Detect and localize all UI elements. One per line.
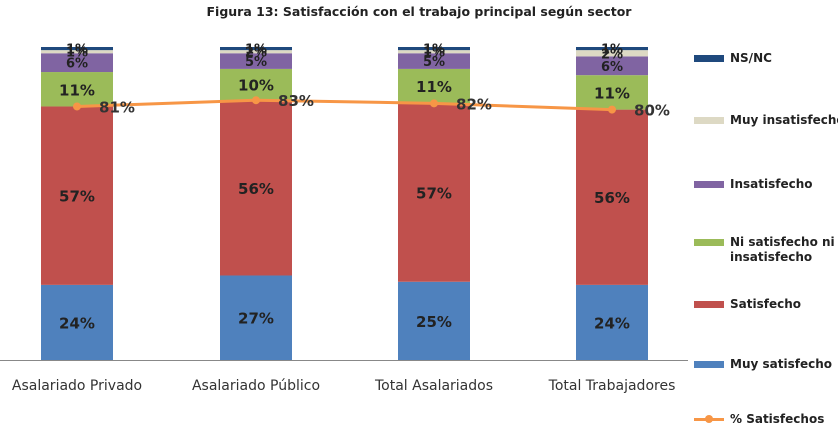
legend-label: Muy satisfecho <box>730 357 832 371</box>
legend-label: Insatisfecho <box>730 177 813 191</box>
legend-label: Ni satisfecho ni insatisfecho <box>730 235 835 264</box>
data-label: 11% <box>594 84 630 102</box>
data-label: 10% <box>238 77 274 95</box>
bar-segment <box>576 56 648 76</box>
legend-swatch <box>694 117 724 124</box>
legend-label: % Satisfechos <box>730 412 825 426</box>
bar-segment <box>576 75 648 110</box>
x-tick-label: Total Trabajadores <box>548 378 676 394</box>
legend-item: Ni satisfecho ni insatisfecho <box>694 235 838 265</box>
chart-title: Figura 13: Satisfacción con el trabajo p… <box>206 4 632 19</box>
legend-item: NS/NC <box>694 51 838 66</box>
data-label: 24% <box>59 314 95 332</box>
bar-segment <box>41 284 113 360</box>
legend-swatch <box>694 239 724 246</box>
data-label: 57% <box>59 188 95 206</box>
bar-segment <box>576 50 648 57</box>
x-tick-label: Total Asalariados <box>374 378 493 394</box>
legend-label: Satisfecho <box>730 297 801 311</box>
satisfechos-label: 80% <box>634 102 670 120</box>
data-label: 1% <box>601 43 623 58</box>
legend-swatch <box>694 361 724 368</box>
data-label: 6% <box>66 57 88 72</box>
data-label: 56% <box>238 180 274 198</box>
bar-segment <box>576 47 648 51</box>
legend-line-key <box>694 412 724 426</box>
bar-segment <box>398 53 470 69</box>
satisfechos-line <box>76 98 613 112</box>
satisfechos-label: 81% <box>99 98 135 116</box>
legend-item: % Satisfechos <box>694 412 838 427</box>
data-label: 11% <box>59 81 95 99</box>
bar-segment <box>398 47 470 51</box>
bar-segment <box>576 284 648 360</box>
legend-item: Satisfecho <box>694 297 838 312</box>
bar-segment <box>576 109 648 285</box>
legend-label: Muy insatisfecho <box>730 113 838 127</box>
legend-item: Muy satisfecho <box>694 357 838 372</box>
satisfechos-point <box>252 96 260 105</box>
bar-segment <box>398 103 470 282</box>
bar-segment <box>220 53 292 69</box>
legend-item: Insatisfecho <box>694 177 838 192</box>
data-label: 57% <box>416 185 452 203</box>
data-label: 25% <box>416 313 452 331</box>
bar-segment <box>41 47 113 51</box>
bar-segment <box>220 68 292 101</box>
satisfechos-point <box>430 99 438 108</box>
data-label: 1% <box>423 46 445 61</box>
data-label: 27% <box>238 310 274 328</box>
satisfechos-label: 83% <box>278 92 314 110</box>
x-tick-label: Asalariado Privado <box>12 378 142 394</box>
data-label: 2% <box>245 46 267 61</box>
bar-segment <box>398 68 470 104</box>
x-tick-label: Asalariado Público <box>192 378 320 394</box>
legend-swatch <box>694 55 724 62</box>
bar-segment <box>41 106 113 285</box>
legend-item: Muy insatisfecho <box>694 113 838 128</box>
legend-swatch <box>694 181 724 188</box>
bar-segment <box>220 100 292 276</box>
bar-segment <box>41 50 113 54</box>
data-label: 2% <box>601 47 623 62</box>
data-label: 56% <box>594 189 630 207</box>
bar-segment <box>41 53 113 73</box>
satisfechos-point <box>608 105 616 114</box>
data-label: 1% <box>66 43 88 58</box>
data-label: 1% <box>245 43 267 58</box>
bar-segment <box>220 275 292 360</box>
data-label: 5% <box>245 55 267 70</box>
satisfechos-point <box>73 102 81 111</box>
data-label: 6% <box>601 60 623 75</box>
data-label: 1% <box>423 43 445 58</box>
data-label: 24% <box>594 314 630 332</box>
data-label: 11% <box>416 78 452 96</box>
legend-swatch <box>694 301 724 308</box>
bar-segment <box>398 281 470 360</box>
data-label: 1% <box>66 46 88 61</box>
bar-segment <box>220 47 292 51</box>
bar-segment <box>220 50 292 54</box>
satisfechos-label: 82% <box>456 95 492 113</box>
data-label: 5% <box>423 55 445 70</box>
legend-label: NS/NC <box>730 51 772 65</box>
bar-segment <box>41 72 113 107</box>
bar-segment <box>398 50 470 54</box>
